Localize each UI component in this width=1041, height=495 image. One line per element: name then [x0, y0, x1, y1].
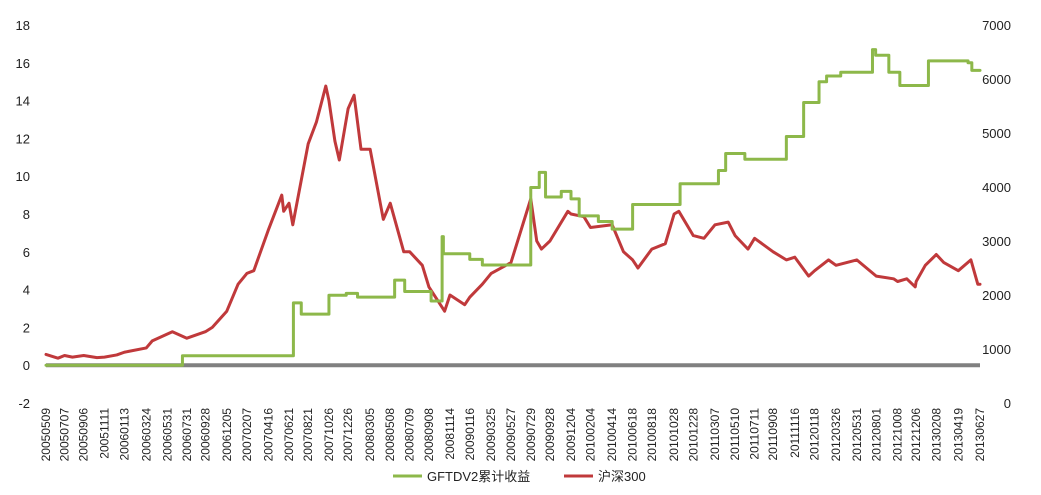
- left-axis-tick-label: 4: [23, 283, 30, 298]
- x-axis-tick-label: 20100204: [583, 408, 597, 462]
- legend-label-gftdv2: GFTDV2累计收益: [427, 469, 530, 484]
- x-axis-tick-label: 20060531: [161, 408, 175, 462]
- right-axis-tick-label: 5000: [982, 126, 1011, 141]
- x-axis-tick-label: 20120801: [869, 408, 883, 462]
- left-axis-tick-label: -2: [18, 396, 30, 411]
- left-axis-tick-label: 12: [16, 131, 30, 146]
- series-line-gftdv2: [44, 48, 982, 367]
- x-axis-tick-label: 20060731: [180, 408, 194, 462]
- x-axis-tick-label: 20100414: [605, 408, 619, 462]
- x-axis-tick-label: 20050509: [39, 408, 53, 462]
- x-axis-tick-label: 20121206: [909, 408, 923, 462]
- left-axis-tick-label: 2: [23, 320, 30, 335]
- x-axis-tick-label: 20080508: [383, 408, 397, 462]
- right-axis-tick-label: 1000: [982, 342, 1011, 357]
- legend-label-hs300: 沪深300: [598, 469, 646, 484]
- x-axis-tick-label: 20110908: [766, 408, 780, 461]
- right-axis-tick-label: 7000: [982, 18, 1011, 33]
- x-axis-tick-label: 20111116: [788, 408, 802, 458]
- x-axis-tick-label: 20090116: [463, 408, 477, 461]
- left-axis-tick-label: 8: [23, 207, 30, 222]
- left-axis-tick-label: 10: [16, 169, 30, 184]
- x-axis-tick-label: 20051111: [97, 408, 111, 459]
- x-axis-tick-label: 20071226: [341, 408, 355, 462]
- x-axis-tick-label: 20070207: [240, 408, 254, 462]
- x-axis-tick-label: 20121008: [891, 408, 905, 462]
- x-axis-tick-label: 20091204: [564, 408, 578, 462]
- x-axis-tick-label: 20050906: [77, 408, 91, 462]
- right-axis-tick-label: 2000: [982, 288, 1011, 303]
- x-axis-tick-label: 20101028: [667, 408, 681, 462]
- left-axis-tick-label: 14: [16, 94, 30, 109]
- series-line-hs300: [44, 84, 982, 360]
- left-axis-tick-label: 6: [23, 245, 30, 260]
- left-axis-tick-label: 18: [16, 18, 30, 33]
- legend: GFTDV2累计收益 沪深300: [393, 469, 646, 484]
- x-axis-tick-label: 20130627: [973, 408, 987, 462]
- x-axis-tick-label: 20070416: [261, 408, 275, 462]
- x-axis-tick-label: 20061205: [220, 408, 234, 462]
- left-axis-tick-label: 16: [16, 56, 30, 71]
- left-axis-tick-label: 0: [23, 358, 30, 373]
- x-axis-tick-label: 20080908: [422, 408, 436, 462]
- x-axis-tick-label: 20080305: [363, 408, 377, 462]
- x-axis-tick-label: 20090527: [504, 408, 518, 462]
- x-axis-tick-label: 20080709: [403, 408, 417, 462]
- x-axis-tick-label: 20070621: [282, 408, 296, 462]
- x-axis-tick-label: 20050707: [58, 408, 72, 462]
- x-axis-tick-label: 20101228: [686, 408, 700, 462]
- x-axis-tick-label: 20130419: [951, 408, 965, 462]
- x-axis-tick-label: 20081114: [443, 408, 457, 460]
- x-axis-tick-label: 20100618: [626, 408, 640, 462]
- x-axis-tick-label: 20060324: [139, 408, 153, 462]
- right-axis-tick-label: 3000: [982, 234, 1011, 249]
- x-axis-tick-label: 20110510: [728, 408, 742, 461]
- x-axis-tick-label: 20120118: [808, 408, 822, 461]
- x-axis-tick-label: 20090325: [484, 408, 498, 462]
- x-axis-tick-label: 20060113: [117, 408, 131, 461]
- series-layer: [44, 48, 982, 367]
- x-axis-tick-label: 20120326: [829, 408, 843, 462]
- x-axis-tick-label: 20090729: [524, 408, 538, 462]
- x-axis-tick-label: 20090928: [543, 408, 557, 462]
- x-axis-tick-label: 20071026: [322, 408, 336, 462]
- x-axis-tick-label: 20060928: [198, 408, 212, 462]
- x-axis-tick-label: 20120531: [850, 408, 864, 462]
- x-axis-tick-label: 20100818: [645, 408, 659, 462]
- x-axis-tick-label: 20110307: [708, 408, 722, 461]
- x-axis-tick-label: 20130208: [929, 408, 943, 462]
- x-axis-tick-label: 20110711: [748, 408, 762, 460]
- right-axis-tick-label: 0: [1004, 396, 1011, 411]
- x-axis-tick-label: 20070821: [301, 408, 315, 462]
- right-axis-tick-label: 4000: [982, 180, 1011, 195]
- axes-layer: -2 0 2 4 6 8 10 12 14 16 18 0 1000 2000 3000 4000 5000 60…: [16, 18, 1011, 461]
- right-axis-tick-label: 6000: [982, 72, 1011, 87]
